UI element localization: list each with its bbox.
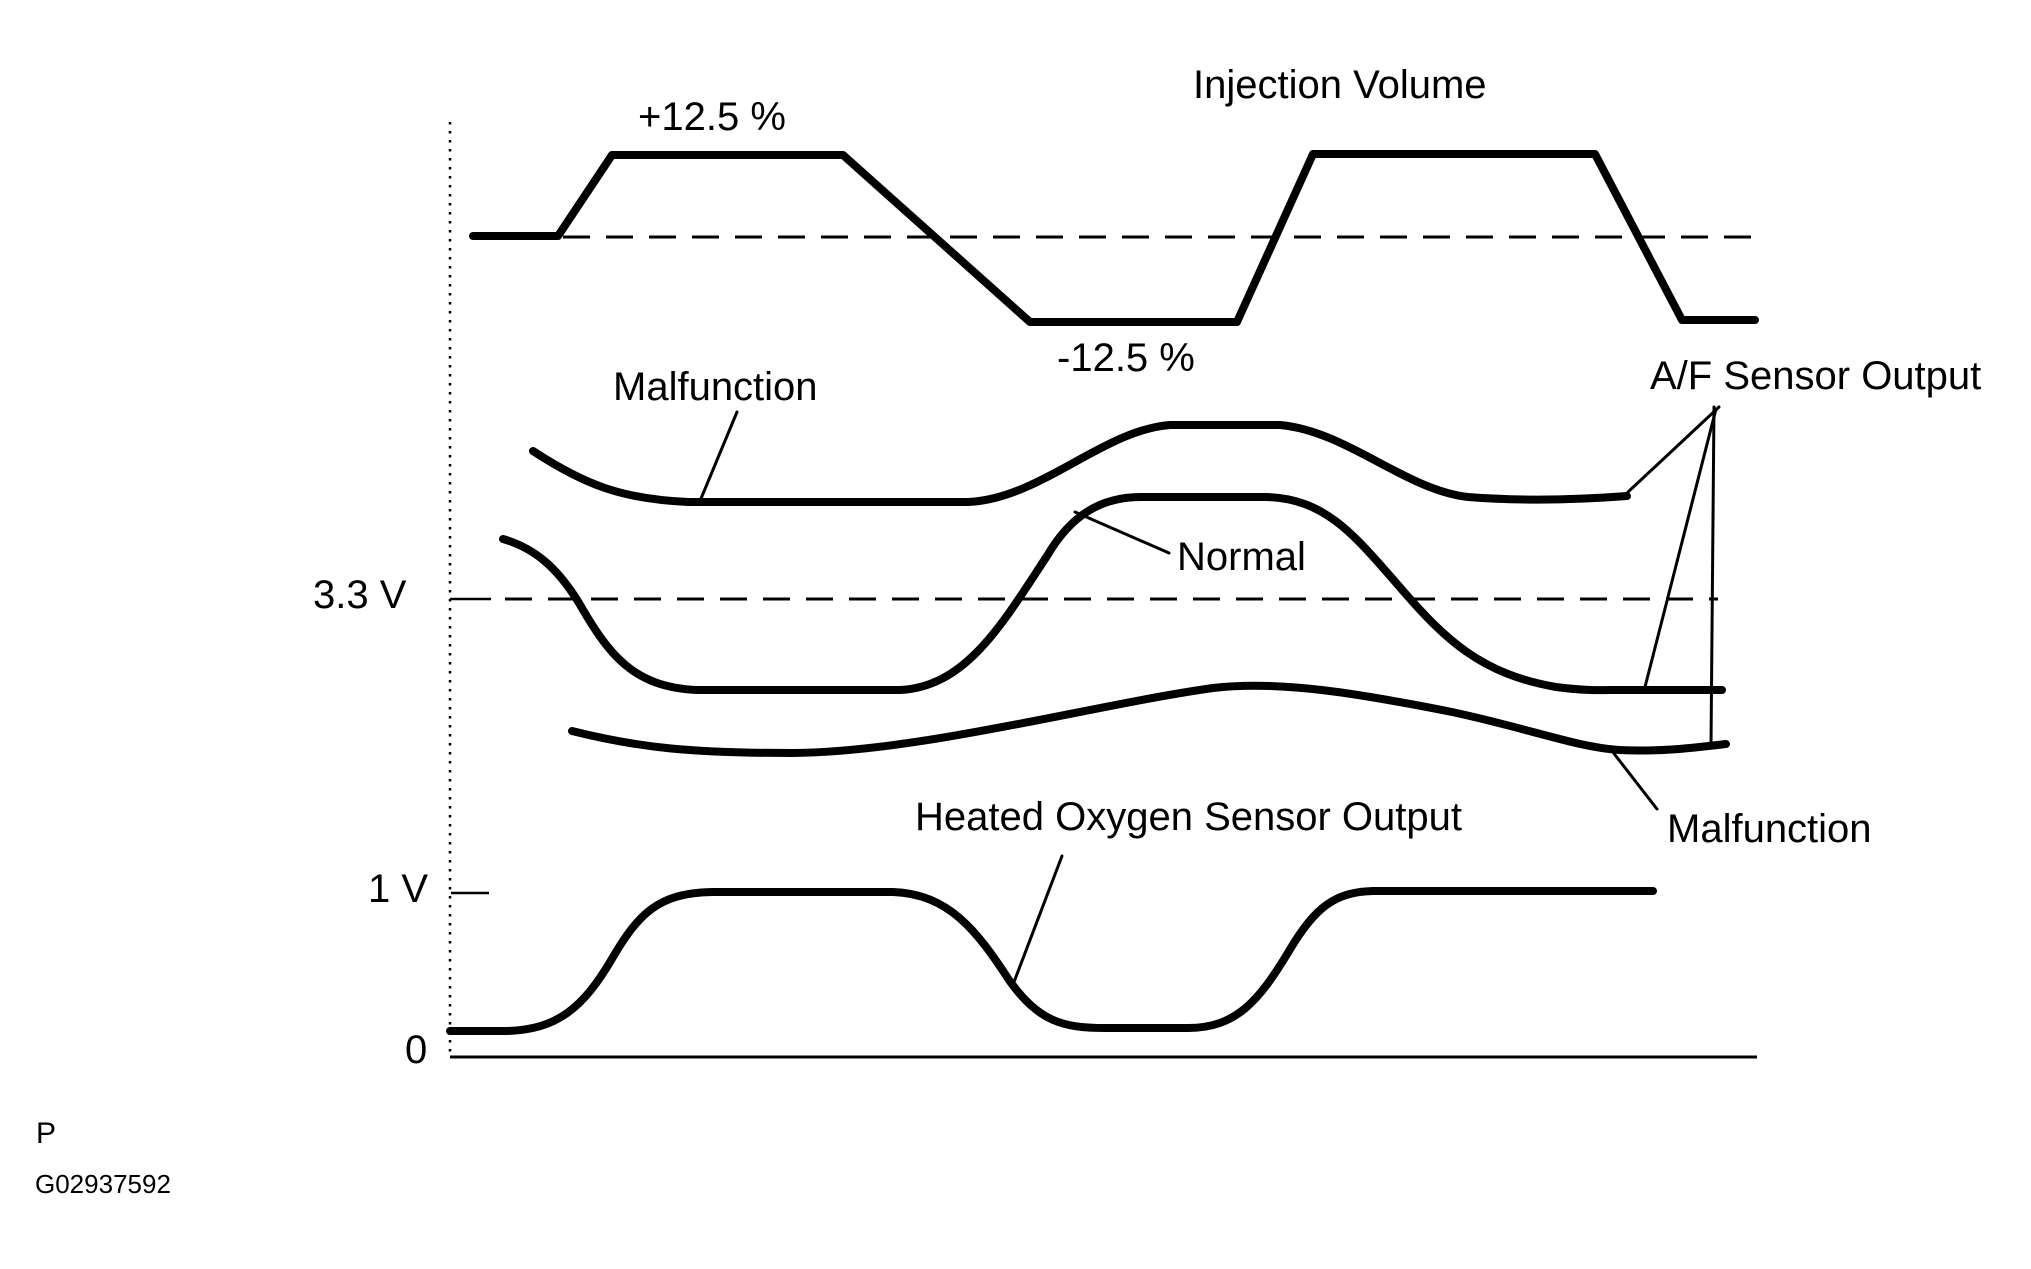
injection-decrease-label: -12.5 % [1057, 336, 1195, 380]
normal-leader-line [1073, 510, 1171, 555]
af-sensor-output-label: A/F Sensor Output [1650, 354, 1982, 398]
injection-volume-title: Injection Volume [1193, 63, 1487, 107]
figure-code: G02937592 [35, 1169, 171, 1199]
af-normal-label: Normal [1177, 535, 1306, 579]
af-output-leader-line-middle [1643, 407, 1718, 689]
one-volt-label: 1 V [368, 867, 429, 911]
af-malfunction-upper-label: Malfunction [613, 365, 818, 409]
oxygen-output-leader-line [1012, 854, 1064, 984]
malfunction-lower-leader-line [1610, 749, 1659, 811]
af-malfunction-lower-label: Malfunction [1667, 807, 1872, 851]
oxygen-sensor-curve [446, 887, 1657, 1035]
af-normal-curve [499, 493, 1726, 695]
af-output-leader-line-lower [1709, 405, 1716, 746]
injection-volume-waveform [469, 150, 1759, 326]
page-marker: P [36, 1117, 57, 1150]
malfunction-upper-leader-line [698, 410, 739, 503]
injection-increase-label: +12.5 % [638, 95, 786, 139]
af-output-leader-line-upper [1626, 405, 1721, 494]
oxygen-sensor-output-label: Heated Oxygen Sensor Output [915, 795, 1462, 839]
af-reference-voltage-label: 3.3 V [313, 573, 407, 617]
af-malfunction-upper-curve [529, 421, 1631, 506]
af-malfunction-lower-curve [568, 681, 1730, 757]
zero-volt-label: 0 [405, 1028, 428, 1072]
